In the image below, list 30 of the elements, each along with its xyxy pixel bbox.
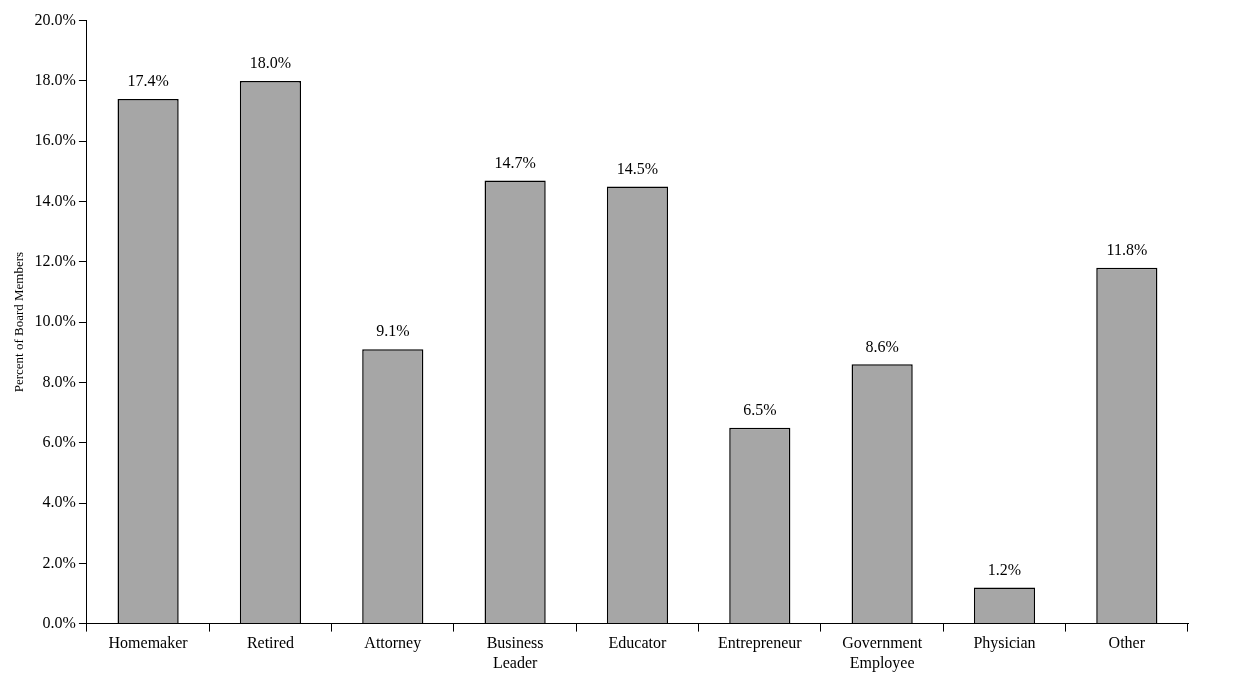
y-tick-label: 14.0% (34, 191, 76, 209)
x-tick-label: Other (1108, 634, 1146, 652)
x-tick-label: Entrepreneur (718, 634, 803, 653)
y-axis-title: Percent of Board Members (11, 251, 27, 393)
data-label: 9.1% (376, 322, 410, 340)
data-label: 17.4% (127, 72, 169, 90)
x-tick-label: Government Employee (842, 634, 923, 672)
y-tick-label: 2.0% (42, 553, 76, 571)
y-tick-label: 18.0% (34, 71, 76, 89)
data-label: 8.6% (865, 337, 899, 355)
data-label: 18.0% (249, 54, 292, 72)
x-tick-label: Attorney (364, 634, 422, 653)
y-tick-label: 10.0% (34, 312, 76, 330)
x-tick-label: Homemaker (108, 634, 189, 652)
data-label: 6.5% (743, 400, 777, 418)
x-tick-label: Business Leader (486, 634, 544, 671)
y-tick-label: 0.0% (42, 613, 76, 631)
y-tick-label: 20.0% (34, 10, 76, 28)
x-tick-label: Physician (973, 634, 1036, 653)
data-label: 14.7% (494, 153, 536, 171)
x-tick-label: Retired (246, 634, 294, 652)
data-label: 14.5% (616, 159, 659, 177)
data-label: 1.2% (987, 560, 1022, 578)
y-tick-label: 6.0% (42, 432, 76, 450)
y-tick-label: 8.0% (42, 372, 76, 390)
y-tick-label: 4.0% (42, 493, 76, 511)
data-label: 11.8% (1106, 241, 1148, 259)
x-tick-label: Educator (608, 634, 668, 652)
y-tick-label: 12.0% (34, 252, 76, 269)
y-tick-label: 16.0% (34, 131, 76, 149)
